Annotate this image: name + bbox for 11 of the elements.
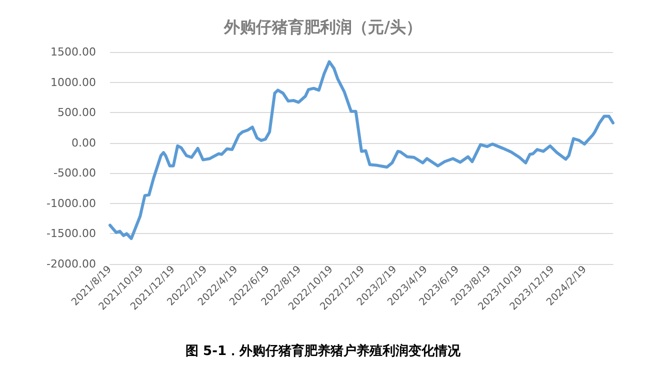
y-tick-label: -2000.00 <box>46 258 96 270</box>
y-tick-label: -500.00 <box>54 166 96 180</box>
y-tick-label: -1500.00 <box>46 227 96 240</box>
y-tick-label: 1000.00 <box>50 76 96 89</box>
y-tick-label: 500.00 <box>58 106 96 120</box>
y-tick-label: 1500.00 <box>50 46 96 58</box>
caption: 图 5-1．外购仔猪育肥养猪户养殖利润变化情况 <box>185 343 462 359</box>
y-tick-label: -1000.00 <box>46 196 96 210</box>
y-tick-label: 0.00 <box>72 136 96 150</box>
chart-title: 外购仔猪育肥利润（元/头） <box>223 18 422 36</box>
line-series <box>108 60 614 240</box>
